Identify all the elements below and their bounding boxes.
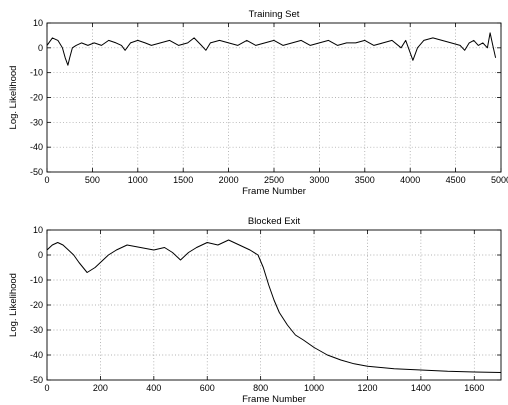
chart-title: Training Set: [249, 9, 300, 20]
x-tick-label: 1000: [304, 383, 324, 393]
grid: [47, 230, 501, 380]
x-tick-label: 400: [146, 383, 161, 393]
x-tick-label: 1500: [173, 175, 193, 185]
x-tick-label: 3500: [355, 175, 375, 185]
series-line: [46, 32, 497, 66]
x-tick-label: 1000: [128, 175, 148, 185]
x-tick-label: 500: [85, 175, 100, 185]
x-tick-label: 4500: [446, 175, 466, 185]
grid: [47, 23, 501, 172]
x-tick-label: 1600: [464, 383, 484, 393]
y-tick-label: -40: [30, 350, 43, 360]
y-tick-label: 0: [38, 250, 43, 260]
y-tick-label: 10: [33, 225, 43, 235]
y-tick-label: -20: [30, 93, 43, 103]
y-tick-label: 10: [33, 18, 43, 28]
x-tick-label: 800: [253, 383, 268, 393]
y-tick-label: -30: [30, 117, 43, 127]
x-axis-label: Frame Number: [242, 186, 306, 197]
x-tick-label: 0: [44, 175, 49, 185]
ticks: 0 500 1000 1500 2000 2500 3000 3500 4000 4500 5000…: [30, 18, 508, 185]
x-tick-label: 2000: [219, 175, 239, 185]
y-tick-label: -10: [30, 275, 43, 285]
chart-title: Blocked Exit: [248, 216, 301, 227]
y-tick-label: -10: [30, 68, 43, 78]
y-tick-label: -50: [30, 375, 43, 385]
ticks: 0 200 400 600 800 1000 1200 1400 1600 -50 -40 -30 -2…: [30, 225, 501, 393]
x-tick-label: 4000: [400, 175, 420, 185]
y-tick-label: -40: [30, 142, 43, 152]
y-tick-label: -20: [30, 300, 43, 310]
x-tick-label: 0: [44, 383, 49, 393]
x-tick-label: 1400: [411, 383, 431, 393]
x-tick-label: 5000: [491, 175, 508, 185]
series-line: [46, 239, 502, 373]
x-tick-label: 600: [200, 383, 215, 393]
y-axis-label: Log. Likelihood: [8, 66, 19, 130]
x-tick-label: 3000: [309, 175, 329, 185]
chart-training-set: Training Set 0 500 1000 1500 2000 2500 3000 350…: [8, 9, 508, 197]
x-tick-label: 1200: [357, 383, 377, 393]
y-tick-label: -50: [30, 167, 43, 177]
x-tick-label: 200: [93, 383, 108, 393]
x-axis-label: Frame Number: [242, 394, 306, 405]
x-tick-label: 2500: [264, 175, 284, 185]
y-tick-label: 0: [38, 43, 43, 53]
y-tick-label: -30: [30, 325, 43, 335]
y-axis-label: Log. Likelihood: [8, 273, 19, 337]
chart-blocked-exit: Blocked Exit 0 200 400 600 800 1000 1200 1400 16…: [8, 216, 502, 405]
